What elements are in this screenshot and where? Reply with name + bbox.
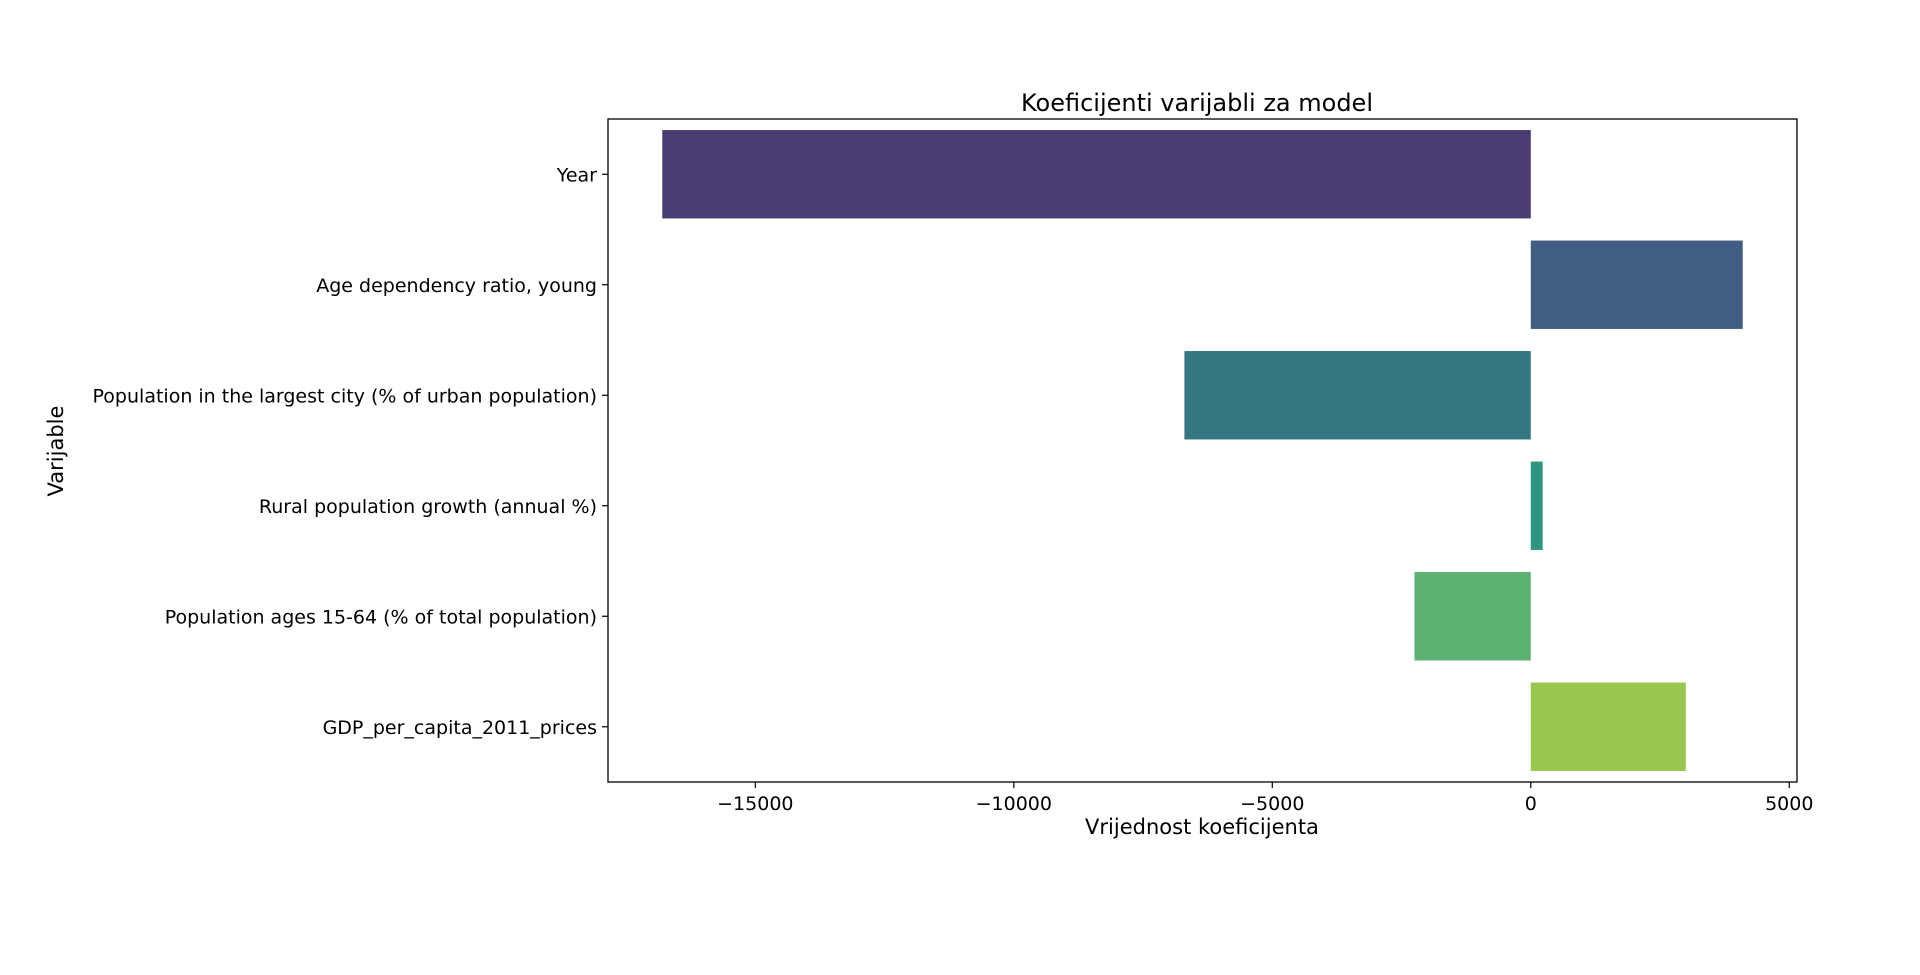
x-tick-label-4: 5000 (1765, 793, 1813, 815)
y-tick-label-4: Population ages 15-64 (% of total popula… (165, 606, 597, 628)
bar-3 (1530, 461, 1543, 550)
bar-4 (1414, 572, 1531, 661)
chart-title: Koeficijenti varijabli za model (1021, 89, 1373, 117)
bar-2 (1184, 351, 1531, 440)
x-tick-label-3: 0 (1525, 793, 1537, 815)
x-axis-label: Vrijednost koeficijenta (1085, 815, 1319, 839)
plot-area (662, 130, 1743, 771)
y-tick-label-1: Age dependency ratio, young (316, 275, 597, 297)
bar-1 (1530, 240, 1743, 329)
bar-5 (1530, 682, 1686, 771)
plot-frame (607, 118, 1798, 783)
y-axis: Year Age dependency ratio, young Populatio… (93, 164, 608, 739)
x-axis: −15000 −10000 −5000 0 5000 (717, 782, 1813, 815)
bar-0 (662, 130, 1531, 219)
x-tick-label-1: −10000 (976, 793, 1052, 815)
y-tick-label-0: Year (556, 164, 597, 186)
x-tick-label-2: −5000 (1240, 793, 1304, 815)
y-tick-label-5: GDP_per_capita_2011_prices (323, 717, 597, 739)
y-axis-label: Varijable (44, 406, 68, 497)
y-tick-label-3: Rural population growth (annual %) (259, 496, 597, 518)
y-tick-label-2: Population in the largest city (% of urb… (93, 385, 597, 407)
x-tick-label-0: −15000 (717, 793, 793, 815)
